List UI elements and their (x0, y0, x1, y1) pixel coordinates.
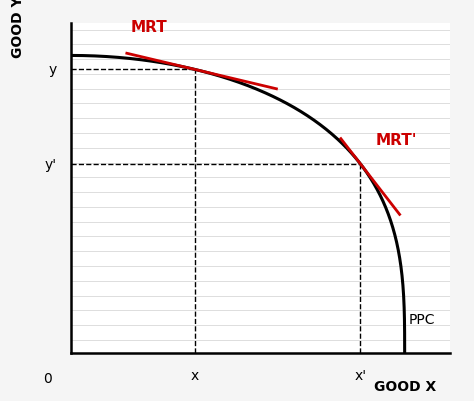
Text: 0: 0 (43, 371, 52, 385)
Text: MRT': MRT' (376, 133, 418, 148)
Text: MRT: MRT (130, 20, 167, 35)
Text: y': y' (45, 158, 57, 172)
Text: x: x (191, 369, 199, 382)
Text: x': x' (355, 369, 366, 382)
Text: GOOD Y: GOOD Y (11, 0, 26, 58)
Text: PPC: PPC (408, 312, 435, 326)
Text: GOOD X: GOOD X (374, 379, 436, 393)
Text: y: y (49, 63, 57, 77)
